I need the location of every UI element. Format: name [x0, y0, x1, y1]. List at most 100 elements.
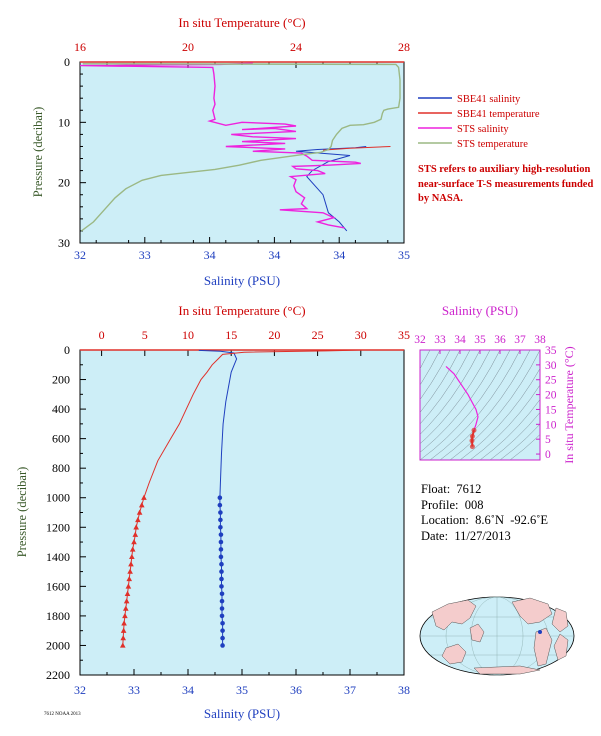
pressure-tick-label: 1800 — [46, 609, 70, 623]
float-number: Float: 7612 — [421, 482, 482, 496]
temperature-tick-label: 0 — [99, 328, 105, 342]
salinity-line — [198, 349, 238, 498]
temperature-marker — [131, 539, 137, 545]
temperature-marker — [124, 590, 131, 596]
temperature-marker — [141, 494, 147, 500]
full-profile-y-axis-title: Pressure (decibar) — [15, 467, 29, 558]
pressure-tick-label: 0 — [64, 55, 70, 69]
pressure-tick-label: 400 — [52, 402, 70, 416]
density-contour — [420, 350, 451, 400]
salinity-tick-label: 38 — [398, 683, 410, 697]
ts-salinity-tick-label: 33 — [434, 334, 446, 346]
salinity-marker — [220, 628, 225, 633]
salinity-marker — [218, 510, 223, 515]
full-profile-series — [119, 349, 361, 648]
near-surface-plot-area — [79, 61, 405, 244]
legend-label: STS salinity — [457, 124, 509, 135]
float-location-marker — [538, 630, 542, 634]
temperature-line — [143, 349, 361, 498]
temperature-marker — [122, 612, 128, 619]
sts-temperature-line — [80, 63, 401, 232]
pressure-tick-label: 30 — [58, 236, 70, 250]
legend-label: SBE41 temperature — [457, 109, 540, 120]
pressure-tick-label: 600 — [52, 432, 70, 446]
pressure-tick-label: 800 — [52, 461, 70, 475]
density-contour — [420, 350, 511, 460]
temperature-marker — [119, 642, 126, 648]
temperature-marker — [132, 531, 139, 537]
full-profile-top-axis-title: In situ Temperature (°C) — [178, 303, 305, 318]
ts-temperature-tick-label: 20 — [545, 390, 557, 402]
near-surface-panel: 32 33 34 34 34 35 16 20 24 28 0 10 20 30 In situ Temp… — [31, 15, 410, 288]
salinity-tick-label: 35 — [236, 683, 248, 697]
ts-deep-marker — [469, 444, 475, 450]
pressure-tick-label: 2200 — [46, 668, 70, 682]
temperature-tick-label: 5 — [142, 328, 148, 342]
full-profile-plot-area — [79, 349, 405, 676]
temperature-tick-label: 10 — [182, 328, 194, 342]
salinity-tick-label: 34 — [204, 248, 216, 262]
density-contour — [429, 350, 521, 460]
sts-note: STS refers to auxiliary high-resolution … — [418, 164, 594, 204]
pressure-tick-label: 1200 — [46, 520, 70, 534]
pressure-tick-label: 200 — [52, 373, 70, 387]
temperature-marker — [128, 561, 134, 567]
ts-tick-labels: 32 33 34 35 36 37 38 0 5 10 15 20 25 30 35 — [414, 334, 557, 461]
near-surface-tick-labels: 32 33 34 34 34 35 16 20 24 28 0 10 20 30 — [58, 40, 410, 262]
density-contour — [439, 350, 531, 460]
density-contour — [489, 412, 540, 460]
density-contour — [420, 350, 441, 386]
ts-diagram-panel: 32 33 34 35 36 37 38 0 5 10 15 20 25 30 35 Salinity (P… — [414, 303, 576, 464]
pressure-tick-label: 0 — [64, 343, 70, 357]
pressure-tick-label: 1400 — [46, 550, 70, 564]
ts-salinity-tick-label: 34 — [454, 334, 466, 346]
density-contour — [420, 350, 501, 453]
ts-density-contours — [420, 350, 540, 460]
float-info: Float: 7612 Profile: 008 Location: 8.6˚N… — [421, 482, 548, 544]
temperature-marker — [121, 620, 127, 626]
near-surface-series — [79, 62, 401, 232]
location: Location: 8.6˚N -92.6˚E — [421, 513, 549, 527]
temperature-marker — [122, 605, 129, 611]
ts-ticks — [419, 349, 541, 455]
near-surface-y-axis-title: Pressure (decibar) — [31, 107, 45, 198]
salinity-marker — [219, 561, 224, 567]
temperature-tick-label: 30 — [355, 328, 367, 342]
temperature-tick-label: 20 — [268, 328, 280, 342]
salinity-tick-label: 34 — [182, 683, 194, 697]
temperature-marker — [127, 568, 133, 574]
density-contour — [479, 399, 540, 460]
ts-deep-marker — [469, 438, 475, 444]
pressure-tick-label: 2000 — [46, 638, 70, 652]
ts-temperature-tick-label: 35 — [545, 345, 557, 357]
ts-deep-marker — [471, 427, 477, 433]
near-surface-bottom-axis-title: Salinity (PSU) — [204, 273, 280, 288]
temperature-tick-label: 25 — [312, 328, 324, 342]
temperature-tick-label: 20 — [182, 40, 194, 54]
temperature-marker — [120, 627, 127, 633]
salinity-tick-label: 35 — [398, 248, 410, 262]
density-contour — [420, 350, 471, 425]
temperature-tick-label: 15 — [225, 328, 237, 342]
salinity-marker — [219, 606, 225, 611]
salinity-marker — [218, 532, 224, 537]
salinity-marker — [218, 547, 224, 552]
temperature-tick-label: 24 — [290, 40, 302, 54]
ts-salinity-tick-label: 36 — [494, 334, 506, 346]
ts-series — [445, 365, 479, 450]
temperature-marker — [126, 575, 133, 582]
salinity-tick-label: 33 — [128, 683, 140, 697]
salinity-tick-label: 36 — [290, 683, 302, 697]
salinity-marker — [219, 598, 225, 604]
date: Date: 11/27/2013 — [421, 528, 511, 543]
ts-temperature-tick-label: 25 — [545, 375, 557, 387]
salinity-tick-label: 34 — [268, 248, 280, 262]
legend-label: STS temperature — [457, 139, 528, 150]
salinity-marker — [218, 554, 224, 560]
density-contour — [420, 350, 431, 370]
ts-temperature-tick-label: 10 — [545, 419, 557, 431]
near-surface-top-axis-title: In situ Temperature (°C) — [178, 15, 305, 30]
full-profile-bottom-axis-title: Salinity (PSU) — [204, 706, 280, 721]
profile-number: Profile: 008 — [421, 497, 484, 512]
